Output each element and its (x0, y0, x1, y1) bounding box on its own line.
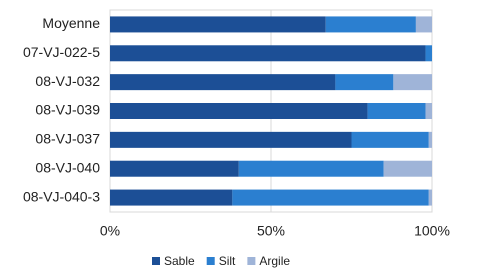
y-tick-label: Moyenne (42, 15, 100, 31)
bar-segment (238, 160, 384, 177)
bar-segment (393, 74, 432, 91)
bar-segment (110, 131, 352, 148)
x-tick-label: 100% (414, 223, 450, 239)
legend-swatch (152, 257, 160, 265)
bar-segment (367, 103, 426, 119)
bar-segment (110, 189, 233, 206)
bar-segment (110, 16, 326, 33)
y-tick-label: 07-VJ-022-5 (23, 44, 100, 60)
legend-swatch (247, 257, 256, 265)
legend-label: Silt (219, 254, 236, 268)
bar-segment (428, 131, 432, 148)
bar-segment (110, 74, 336, 91)
legend-label: Argile (259, 254, 290, 268)
bar-segment (110, 160, 239, 177)
bar-segment (428, 189, 432, 206)
bar-segment (425, 45, 432, 62)
y-tick-label: 08-VJ-032 (35, 73, 100, 89)
y-tick-label: 08-VJ-039 (35, 102, 100, 118)
bar-segment (232, 189, 429, 206)
y-tick-label: 08-VJ-040 (35, 159, 100, 175)
bar-segment (325, 16, 416, 33)
bar-segment (415, 16, 432, 33)
y-tick-label: 08-VJ-040-3 (23, 188, 100, 204)
bar-segment (110, 103, 368, 119)
bar-segment (110, 45, 426, 62)
x-tick-label: 0% (100, 223, 120, 239)
bar-segment (335, 74, 394, 91)
legend-swatch (206, 257, 215, 265)
legend-label: Sable (164, 254, 195, 268)
bar-segment (383, 160, 432, 177)
y-tick-label: 08-VJ-037 (35, 131, 100, 147)
x-tick-label: 50% (257, 223, 285, 239)
bar-segment (425, 103, 432, 119)
bar-segment (351, 131, 429, 148)
